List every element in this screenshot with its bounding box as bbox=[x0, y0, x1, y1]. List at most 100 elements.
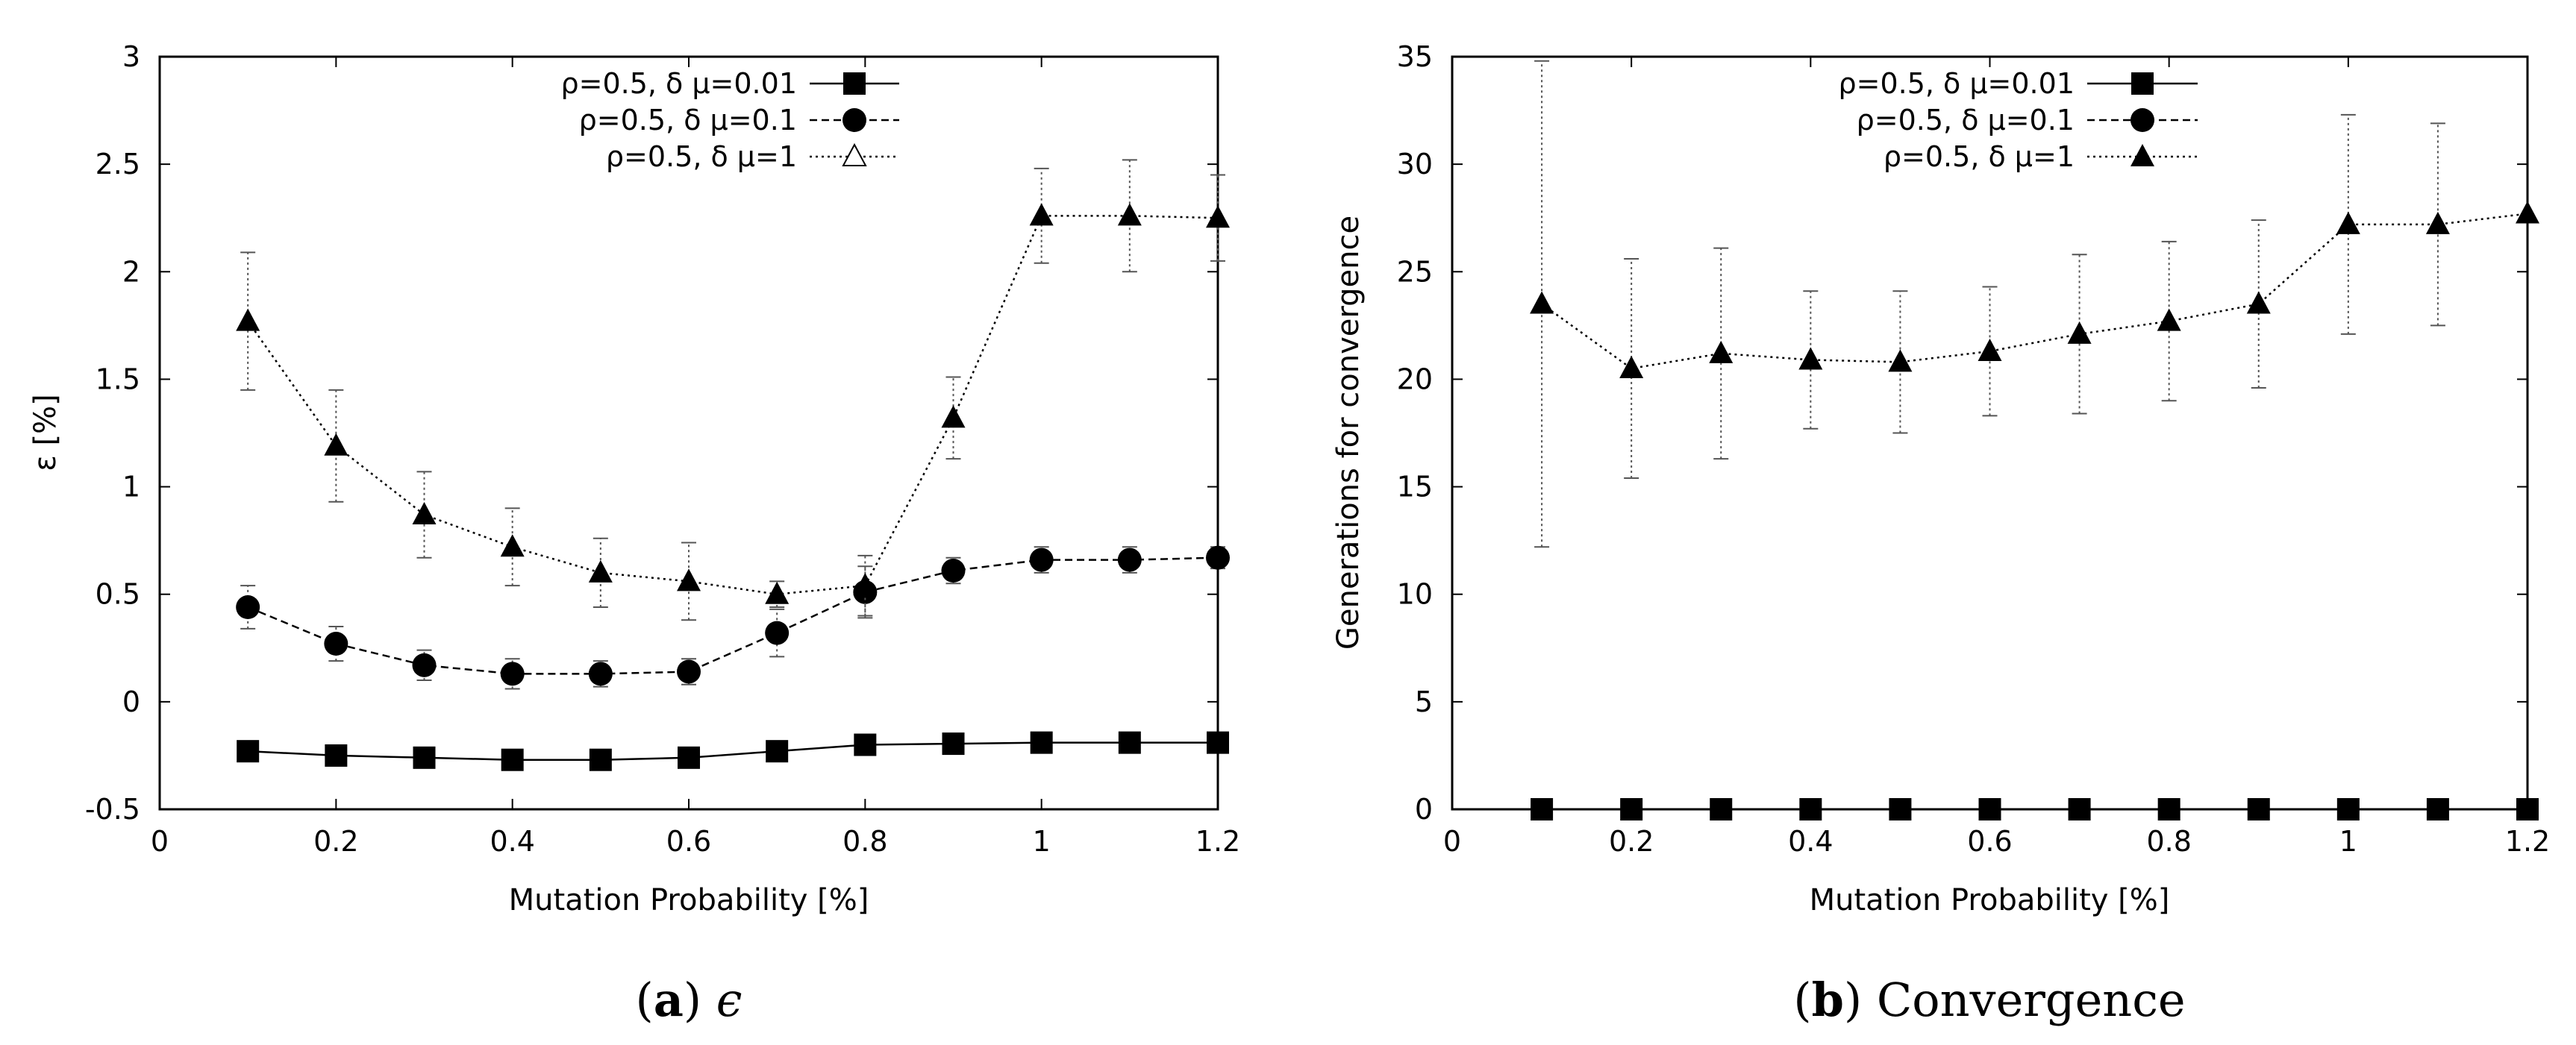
y-tick-label: 1.5 bbox=[96, 363, 140, 395]
data-point-triangle bbox=[941, 405, 966, 428]
data-point-triangle bbox=[500, 534, 525, 557]
caption-close-paren: ) bbox=[684, 973, 716, 1027]
data-point-square bbox=[1978, 798, 2001, 820]
legend: ρ=0.5, δ μ=0.01 ρ=0.5, δ μ=0.1 ρ=0.5, δ μ=… bbox=[560, 67, 899, 173]
caption-text: ϵ bbox=[716, 973, 743, 1027]
legend-marker-square bbox=[843, 72, 866, 95]
data-point-circle bbox=[588, 662, 613, 686]
x-tick-label: 0.6 bbox=[666, 825, 711, 858]
data-point-square bbox=[1030, 731, 1053, 754]
data-point-circle bbox=[765, 621, 790, 645]
y-tick-label: 0.5 bbox=[96, 578, 140, 611]
x-tick-label: 0.8 bbox=[2146, 825, 2191, 858]
data-point-circle bbox=[1029, 547, 1054, 572]
data-series bbox=[236, 159, 1230, 771]
data-point-circle bbox=[500, 662, 525, 686]
data-point-square bbox=[1118, 731, 1141, 754]
caption-close-paren: ) bbox=[1844, 973, 1877, 1027]
y-tick-label: 2.5 bbox=[96, 148, 140, 181]
y-tick-label: 35 bbox=[1397, 40, 1433, 73]
data-point-triangle bbox=[1530, 291, 1554, 314]
legend-label: ρ=0.5, δ μ=0.1 bbox=[1857, 104, 2075, 136]
data-point-triangle bbox=[1978, 338, 2002, 361]
y-tick-label: 3 bbox=[122, 40, 140, 73]
x-tick-label: 0.4 bbox=[1788, 825, 1833, 858]
data-series bbox=[1530, 60, 2539, 820]
legend-label: ρ=0.5, δ μ=1 bbox=[1883, 140, 2075, 173]
data-point-circle bbox=[677, 659, 701, 684]
y-tick-label: 20 bbox=[1397, 363, 1433, 395]
x-tick-label: 0.8 bbox=[842, 825, 887, 858]
data-point-triangle bbox=[2516, 201, 2539, 224]
y-tick-label: 30 bbox=[1397, 148, 1433, 181]
caption-letter: b bbox=[1812, 973, 1844, 1027]
y-tick-label: 15 bbox=[1397, 471, 1433, 503]
legend-label: ρ=0.5, δ μ=1 bbox=[606, 140, 797, 173]
caption-letter: a bbox=[654, 973, 684, 1027]
data-point-square bbox=[501, 748, 524, 771]
data-point-square bbox=[1799, 798, 1822, 820]
data-point-circle bbox=[1206, 545, 1230, 570]
data-point-square bbox=[1710, 798, 1733, 820]
series-line bbox=[1541, 213, 2528, 370]
data-point-triangle bbox=[1206, 205, 1230, 228]
data-point-circle bbox=[324, 632, 348, 656]
data-point-triangle bbox=[588, 559, 613, 583]
data-point-triangle bbox=[677, 568, 701, 591]
data-point-triangle bbox=[1888, 349, 1913, 372]
data-point-triangle bbox=[1117, 203, 1142, 226]
y-axis-label: Generations for convergence bbox=[1331, 216, 1366, 650]
series-line bbox=[248, 741, 1218, 761]
data-point-triangle bbox=[1619, 356, 1644, 379]
data-point-square bbox=[2068, 798, 2091, 820]
data-point-square bbox=[1207, 731, 1229, 754]
data-point-circle bbox=[236, 595, 260, 620]
caption: (b) Convergence bbox=[1793, 973, 2185, 1027]
data-point-square bbox=[2247, 798, 2270, 820]
data-point-circle bbox=[941, 559, 966, 583]
data-point-square bbox=[678, 746, 700, 769]
x-axis-label: Mutation Probability [%] bbox=[509, 883, 869, 917]
legend-marker-circle bbox=[2130, 108, 2154, 132]
y-tick-label: -0.5 bbox=[85, 793, 140, 826]
legend-marker-triangle bbox=[842, 142, 867, 166]
data-point-square bbox=[325, 744, 348, 767]
legend-marker-circle bbox=[842, 108, 866, 132]
data-point-triangle bbox=[2067, 321, 2092, 344]
legend-label: ρ=0.5, δ μ=0.01 bbox=[1838, 67, 2075, 100]
data-point-circle bbox=[412, 653, 437, 677]
legend-label: ρ=0.5, δ μ=0.1 bbox=[579, 104, 797, 136]
x-tick-label: 1.2 bbox=[1195, 825, 1240, 858]
series-line bbox=[247, 215, 1219, 595]
data-point-square bbox=[589, 748, 612, 771]
legend-marker-triangle bbox=[2130, 144, 2154, 166]
data-point-triangle bbox=[1029, 203, 1054, 226]
x-tick-label: 0.2 bbox=[1609, 825, 1654, 858]
x-tick-label: 0.4 bbox=[490, 825, 534, 858]
data-point-square bbox=[1620, 798, 1643, 820]
axis-ticks: 0 0.2 0.4 0.6 0.8 1 1.2 -0.5 0 0.5 1 1.5 2 2.5 3 bbox=[85, 40, 1240, 858]
x-tick-label: 1.2 bbox=[2505, 825, 2550, 858]
data-point-square bbox=[2157, 798, 2180, 820]
y-tick-label: 5 bbox=[1415, 685, 1433, 718]
legend-label: ρ=0.5, δ μ=0.01 bbox=[560, 67, 797, 100]
caption-text: Convergence bbox=[1877, 973, 2186, 1027]
data-point-triangle bbox=[412, 502, 437, 525]
data-point-triangle bbox=[324, 433, 348, 456]
y-tick-label: 10 bbox=[1397, 578, 1433, 611]
legend: ρ=0.5, δ μ=0.01 ρ=0.5, δ μ=0.1 ρ=0.5, δ μ=… bbox=[1838, 67, 2198, 173]
chart-epsilon: 0 0.2 0.4 0.6 0.8 1 1.2 -0.5 0 0.5 1 1.5 2 2.5 3 ρ=0.5… bbox=[28, 40, 1240, 1027]
caption-open-paren: ( bbox=[1793, 973, 1811, 1027]
x-tick-label: 0.6 bbox=[1967, 825, 2012, 858]
x-tick-label: 0.2 bbox=[313, 825, 358, 858]
chart-convergence: 0 0.2 0.4 0.6 0.8 1 1.2 0 5 10 15 20 25 30 35 ρ=0.5, δ… bbox=[1331, 40, 2550, 1027]
data-point-triangle bbox=[853, 573, 878, 596]
data-point-triangle bbox=[2246, 291, 2271, 314]
x-axis-label: Mutation Probability [%] bbox=[1810, 883, 2170, 917]
y-tick-label: 1 bbox=[122, 471, 140, 503]
y-tick-label: 2 bbox=[122, 255, 140, 288]
data-point-triangle bbox=[765, 581, 790, 604]
data-point-triangle bbox=[2157, 308, 2181, 331]
y-tick-label: 0 bbox=[122, 685, 140, 718]
